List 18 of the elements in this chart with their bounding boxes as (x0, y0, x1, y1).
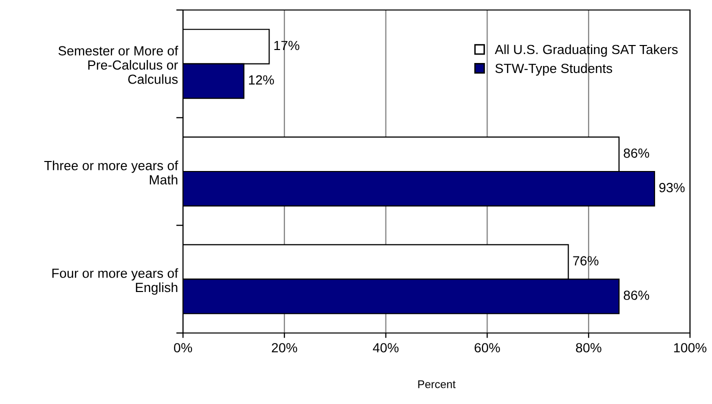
x-tick-label: 60% (474, 343, 500, 352)
y-tick-label: Four or more years of English (52, 268, 178, 295)
y-tick-label: Semester or More of Pre-Calculus or Calculus (58, 46, 178, 84)
x-axis-title: Percent (418, 380, 456, 388)
x-tick-label: 40% (372, 343, 399, 352)
legend-label: All U.S. Graduating SAT Takers (494, 44, 678, 57)
x-tick-label: 20% (272, 343, 298, 352)
x-tick-label: 0% (174, 343, 192, 352)
x-tick-label: 100% (674, 343, 706, 352)
y-tick-label: Three or more years of Math (44, 160, 178, 184)
data-label: 76% (573, 256, 598, 266)
data-label: 12% (249, 75, 274, 85)
x-tick-label: 80% (576, 343, 602, 352)
data-label: 86% (624, 290, 650, 300)
legend-label: STW-Type Students (495, 63, 612, 76)
data-label: 86% (624, 148, 650, 158)
data-label: 93% (659, 182, 685, 192)
data-label: 17% (274, 40, 300, 50)
